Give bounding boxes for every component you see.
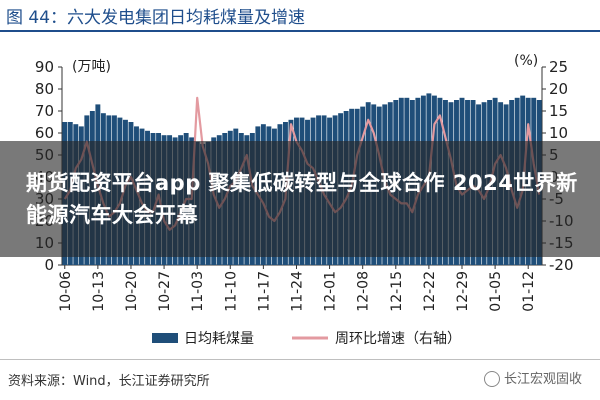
x-tick-label: 10-20 [124,271,140,312]
right-tick-label: 25 [549,58,568,76]
x-tick-label: 12-08 [356,271,372,312]
x-tick-label: 11-10 [223,271,239,312]
x-tick-label: 12-22 [422,271,438,312]
x-tick-label: 11-24 [289,271,305,312]
watermark-text: 长江宏观固收 [503,372,582,387]
left-tick-label: 80 [35,80,54,98]
x-tick-label: 12-01 [323,271,339,312]
left-tick-label: 60 [35,124,54,142]
legend-bar-label: 日均耗煤量 [184,331,254,347]
x-tick-label: 12-15 [389,271,405,312]
right-axis-unit: (%) [514,53,538,69]
x-tick-label: 11-03 [190,271,206,312]
x-tick-label: 01-12 [521,271,537,312]
watermark: 长江宏观固收 [483,368,582,388]
left-tick-label: 90 [35,58,54,76]
x-tick-label: 11-17 [256,271,272,312]
x-tick-label: 10-06 [58,271,74,312]
left-tick-label: 0 [44,256,54,274]
figure-title: 图 44：六大发电集团日均耗煤量及增速 [6,8,306,28]
x-tick-label: 10-27 [157,271,173,312]
right-tick-label: -20 [549,256,574,274]
source-note: 资料来源：Wind，长江证券研究所 [8,374,210,389]
legend-line-label: 周环比增速（右轴） [335,331,461,347]
overlay-headline[interactable]: 期货配资平台app 聚集低碳转型与全球合作 2024世界新能源汽车大会开幕 [26,171,578,227]
x-tick-label: 12-29 [455,271,471,312]
legend-bar-swatch [152,333,178,343]
x-tick-label: 01-05 [488,271,504,312]
right-tick-label: 20 [549,80,568,98]
figure-title-bar: 图 44：六大发电集团日均耗煤量及增速 [0,0,600,30]
left-axis-unit: (万吨) [72,59,111,75]
wechat-icon [483,370,500,387]
promo-overlay[interactable]: 期货配资平台app 聚集低碳转型与全球合作 2024世界新能源汽车大会开幕 [0,141,600,257]
title-underline [0,30,600,32]
right-tick-label: 10 [549,124,568,142]
right-tick-label: 15 [549,102,568,120]
x-tick-label: 10-13 [91,271,107,312]
left-tick-label: 70 [35,102,54,120]
source-divider [0,359,600,360]
